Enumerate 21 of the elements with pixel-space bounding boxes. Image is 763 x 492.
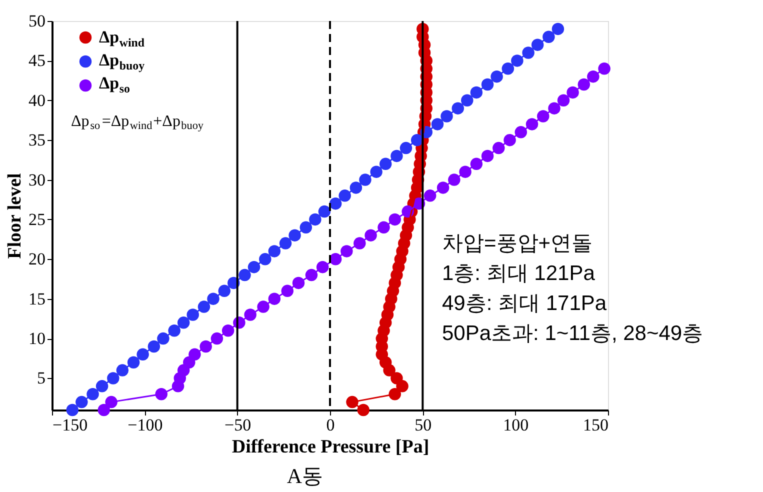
y-tick-label: 25 <box>28 210 46 229</box>
y-axis-title: Floor level <box>4 173 26 259</box>
text: A동 <box>286 464 324 488</box>
x-tick-label: 50 <box>414 416 432 434</box>
x-tick-label: 100 <box>503 416 529 434</box>
x-tick-label: −50 <box>224 416 252 434</box>
y-tick-label: 40 <box>28 90 46 110</box>
x-tick-label: 0 <box>326 416 335 434</box>
x-tick-label: −150 <box>52 416 88 434</box>
y-tick-label: 20 <box>28 250 46 269</box>
x-axis-title: Difference Pressure [Pa] <box>232 436 430 458</box>
annotation: 차압=풍압+연돌 1층: 최대 121Pa 49층: 최대 171Pa 50Pa초과: 1~11층, 28~49층 <box>442 232 704 345</box>
x-tick-label: 150 <box>583 416 608 434</box>
y-tick-label: 30 <box>28 170 46 190</box>
x-tick-label: −100 <box>128 416 163 434</box>
y-tick-label: 50 <box>28 12 46 30</box>
y-tick-label: 5 <box>37 368 46 388</box>
y-tick-label: 10 <box>28 329 46 348</box>
y-tick-label: 45 <box>28 51 46 70</box>
y-tick-label: 15 <box>28 289 46 308</box>
y-tick-label: 35 <box>28 130 46 150</box>
